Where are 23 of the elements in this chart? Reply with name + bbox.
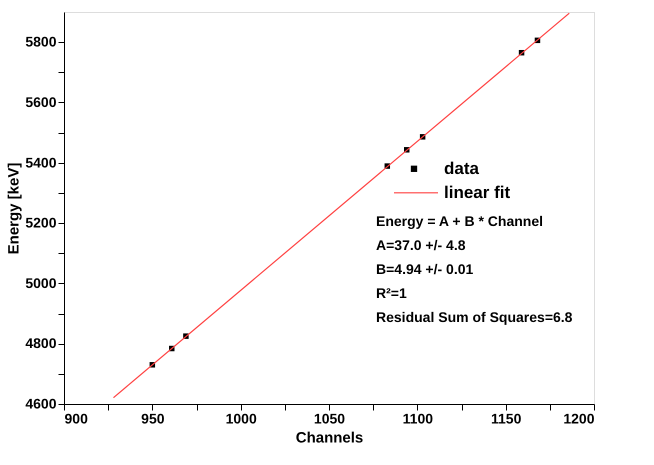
y-tick-label: 4600	[25, 396, 57, 412]
y-tick-label: 4800	[25, 335, 57, 352]
y-tick-label: 5600	[25, 94, 57, 110]
annotation: A=37.0 +/- 4.8	[376, 236, 466, 253]
x-tick-label: 1100	[402, 410, 434, 426]
x-tick-label: 1050	[314, 410, 346, 426]
x-tick-label: 1000	[226, 410, 257, 426]
legend-label: data	[444, 158, 480, 178]
annotation: B=4.94 +/- 0.01	[376, 260, 474, 277]
x-tick-label: 950	[141, 410, 165, 426]
x-tick-label: 900	[64, 410, 88, 426]
y-axis-title: Energy [keV]	[5, 162, 22, 254]
y-tick-label: 5400	[25, 154, 57, 170]
x-axis-title: Channels	[296, 430, 364, 446]
annotation: R²=1	[376, 284, 407, 301]
annotation: Residual Sum of Squares=6.8	[376, 308, 573, 325]
x-tick-label: 1150	[490, 410, 522, 426]
y-tick-label: 5800	[25, 34, 57, 50]
x-tick-label: 1200	[563, 410, 595, 426]
legend-label: linear fit	[444, 182, 510, 202]
annotation: Energy = A + B * Channel	[376, 212, 544, 229]
y-tick-label: 5000	[25, 274, 57, 291]
y-tick-label: 5200	[25, 214, 57, 231]
